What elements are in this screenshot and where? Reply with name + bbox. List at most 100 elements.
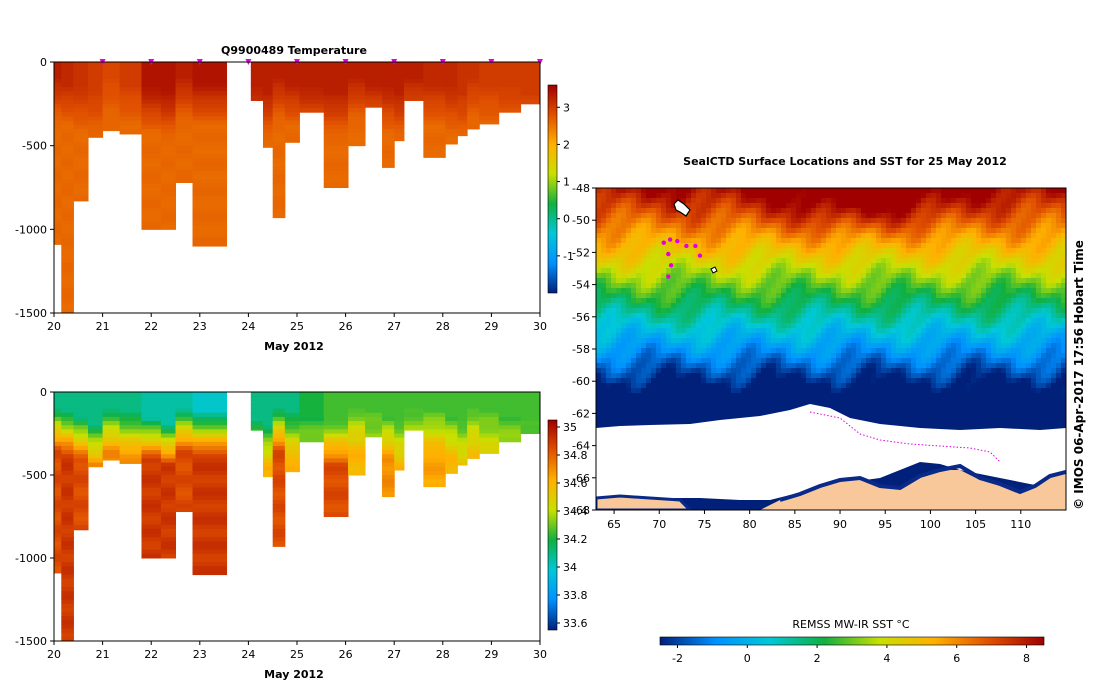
sst-cell [1026,293,1032,299]
sst-cell [601,213,607,219]
sst-cell [981,283,987,289]
sst-cell [806,243,812,249]
profile-cell [192,441,228,447]
sst-cell [896,348,902,354]
sst-cell [726,208,732,214]
sst-cell [851,318,857,324]
sst-cell [806,318,812,324]
profile-cell [365,62,383,67]
sst-cell [661,298,667,304]
profile-cell [445,437,458,443]
profile-cell [119,128,142,134]
sst-cell [1041,193,1047,199]
sst-cell [636,223,642,229]
profile-cell [348,108,366,113]
sst-cell [1011,363,1017,369]
sst-cell [701,363,707,369]
x-tick-label: 24 [241,648,255,661]
sst-cell [816,288,822,294]
sst-cell [971,313,977,319]
sst-cell [891,263,897,269]
sst-cell [741,333,747,339]
profile-cell [73,200,89,202]
sst-cell [871,228,877,234]
profile-cell [73,95,89,101]
sst-cell [626,248,632,254]
sst-cell [996,318,1002,324]
sst-cell [821,228,827,234]
sst-cell [981,298,987,304]
sst-cell [836,268,842,274]
sst-cell [866,188,872,194]
sst-cell [731,338,737,344]
profile-cell [250,429,264,431]
sst-cell [691,278,697,284]
sst-cell [631,268,637,274]
profile-cell [457,454,468,459]
profile-cell [403,82,424,88]
profile-cell [423,462,446,468]
sst-cell [966,293,972,299]
sst-cell [671,278,677,284]
profile-cell [61,216,74,222]
profile-cell [54,425,62,430]
sst-cell [1046,348,1052,354]
sst-cell [811,368,817,374]
sst-cell [971,203,977,209]
sst-cell [991,278,997,284]
sst-cell [791,368,797,374]
sst-cell [711,358,717,364]
sst-cell [816,213,822,219]
profile-cell [520,400,541,405]
sst-cell [901,323,907,329]
sst-cell [686,258,692,264]
profile-cell [498,99,522,105]
sst-cell [691,258,697,264]
profile-cell [54,112,62,117]
sst-cell [1061,243,1066,249]
profile-cell [88,445,104,451]
profile-cell [423,470,446,476]
sst-cell [716,353,722,359]
sst-cell [976,283,982,289]
sst-cell [761,303,767,309]
sst-cell [941,218,947,224]
sst-cell [856,203,862,209]
sst-cell [661,283,667,289]
sst-cell [751,368,757,374]
sst-cell [1026,353,1032,359]
sst-cell [951,268,957,274]
profile-cell [445,66,458,71]
sst-cell [811,188,817,194]
profile-cell [299,99,325,105]
x-tick-label: 29 [484,320,498,333]
sst-cell [661,323,667,329]
sst-cell [936,338,942,344]
profile-cell [160,95,176,101]
profile-cell [457,70,468,76]
sst-cell [936,213,942,219]
sst-cell [896,363,902,369]
sst-cell [936,208,942,214]
profile-cell [262,108,274,113]
profile-cell [119,66,142,71]
sst-cell [881,313,887,319]
sst-cell [1031,288,1037,294]
sst-cell [1031,303,1037,309]
profile-cell [141,553,162,559]
profile-cell [445,408,458,414]
y-tick-label: -500 [22,469,47,482]
sst-cell [701,358,707,364]
sst-cell [966,283,972,289]
sst-cell [951,288,957,294]
sst-cell [956,328,962,334]
sst-cell [601,293,607,299]
sst-cell [941,278,947,284]
sst-cell [876,283,882,289]
sst-cell [961,243,967,249]
sst-cell [641,198,647,204]
profile-cell [348,82,366,88]
sst-cell [616,208,622,214]
profile-cell [272,154,286,159]
sst-cell [1001,333,1007,339]
